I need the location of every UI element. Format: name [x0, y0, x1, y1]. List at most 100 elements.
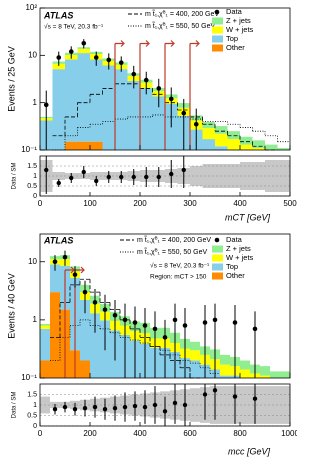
x-tick-label: 1000 [281, 429, 297, 438]
data-point [156, 86, 162, 91]
stack-bar [202, 139, 215, 150]
ratio-point [82, 405, 88, 411]
y-tick-label: 1 [33, 315, 38, 324]
stack-bar [80, 360, 90, 378]
legend-label: Data [226, 235, 243, 244]
legend-label: m t̃₁,χ̃⁰₁ = 400, 200 GeV [137, 236, 211, 244]
x-tick-label: 400 [133, 429, 147, 438]
plot-frame [39, 7, 291, 151]
legend-swatch [212, 263, 223, 271]
ratio-point [169, 171, 174, 177]
cut-arrow [65, 266, 75, 274]
legend-swatch [212, 254, 223, 262]
ratio-point [131, 174, 136, 180]
stack-bar [277, 148, 290, 150]
region-label: Region: mCT > 150 [150, 274, 207, 281]
data-point [43, 102, 49, 108]
data-point [232, 320, 238, 325]
data-point [81, 40, 87, 46]
stack-bar [190, 350, 200, 361]
atlas-label: ATLAS [43, 10, 73, 20]
stack-bar [260, 375, 270, 378]
ratio-tick-label: 0.5 [27, 412, 37, 419]
stack-bar [227, 131, 240, 140]
legend-swatch [212, 44, 223, 52]
atlas-label: ATLAS [43, 235, 73, 245]
legend-swatch [212, 35, 223, 43]
legend-label: m t̃₁,χ̃⁰₁ = 400, 200 GeV [145, 10, 219, 18]
ratio-point [152, 402, 158, 408]
legend-label: Top [226, 34, 238, 43]
ratio-point [119, 174, 124, 180]
energy-label: √s = 8 TeV, 20.3 fb⁻¹ [150, 262, 210, 270]
data-point [62, 254, 68, 260]
data-point [82, 289, 88, 295]
y-axis-label: Events / 40 GeV [6, 273, 16, 339]
legend-marker [214, 9, 220, 15]
stack-bar [202, 128, 215, 140]
stack-bar [52, 69, 65, 150]
x-tick-label: 200 [133, 199, 147, 208]
data-point [56, 55, 62, 60]
ratio-point [106, 174, 111, 180]
plot-frame [39, 233, 291, 379]
stack-bar [152, 96, 165, 150]
x-axis-label: mcc [GeV] [228, 446, 271, 456]
stack-bar [40, 325, 50, 329]
cut-arrow [190, 40, 200, 47]
stack-bar [77, 48, 90, 54]
legend-swatch [212, 272, 223, 280]
data-point [172, 317, 178, 323]
stack-bar [252, 148, 265, 150]
ratio-point [102, 407, 108, 412]
stack-bar [90, 59, 103, 142]
stack-bar [220, 375, 230, 378]
stack-bar [77, 53, 90, 142]
stack-bar [40, 360, 50, 378]
ratio-band [190, 388, 200, 422]
legend-label: Data [226, 7, 243, 16]
cut-arrow [140, 40, 150, 47]
ratio-point [252, 396, 258, 401]
data-point [143, 77, 149, 83]
x-tick-label: 600 [183, 429, 197, 438]
ratio-tick-label: 0 [33, 423, 37, 430]
stack-bar [270, 371, 280, 378]
stack-bar [65, 141, 78, 150]
ratio-point [56, 180, 61, 186]
stack-bar [40, 328, 50, 361]
stack-bar [215, 146, 228, 150]
ratio-point [72, 407, 78, 412]
stack-bar [265, 144, 278, 150]
ratio-point [156, 174, 161, 180]
legend-label: Other [226, 271, 245, 280]
x-tick-label: 100 [83, 199, 97, 208]
y-tick-label: 10² [25, 3, 37, 12]
ratio-band [277, 160, 290, 192]
ratio-point [132, 403, 138, 409]
cut-arrow [75, 266, 85, 274]
data-point [52, 259, 58, 265]
data-point [102, 307, 108, 312]
y-tick-label: 10⁻¹ [21, 145, 37, 154]
x-tick-label: 200 [83, 429, 97, 438]
ratio-axis-label: Data / SM [12, 163, 18, 190]
stack-bar [140, 87, 153, 150]
stack-bar [240, 144, 253, 150]
x-tick-label: 400 [233, 199, 247, 208]
data-point [162, 335, 168, 340]
legend-label: Other [226, 43, 245, 52]
stack-bar [227, 139, 240, 150]
legend-label: W + jets [226, 25, 254, 34]
stack-bar [52, 63, 65, 70]
legend-label: Z + jets [226, 244, 251, 253]
ratio-tick-label: 1.5 [27, 391, 37, 398]
ratio-tick-label: 0 [33, 193, 37, 200]
x-axis-label: mCT [GeV] [225, 212, 271, 222]
legend-swatch [212, 26, 223, 34]
data-point [142, 323, 148, 328]
x-tick-label: 0 [38, 429, 43, 438]
data-point [168, 96, 174, 102]
data-point [132, 320, 138, 325]
